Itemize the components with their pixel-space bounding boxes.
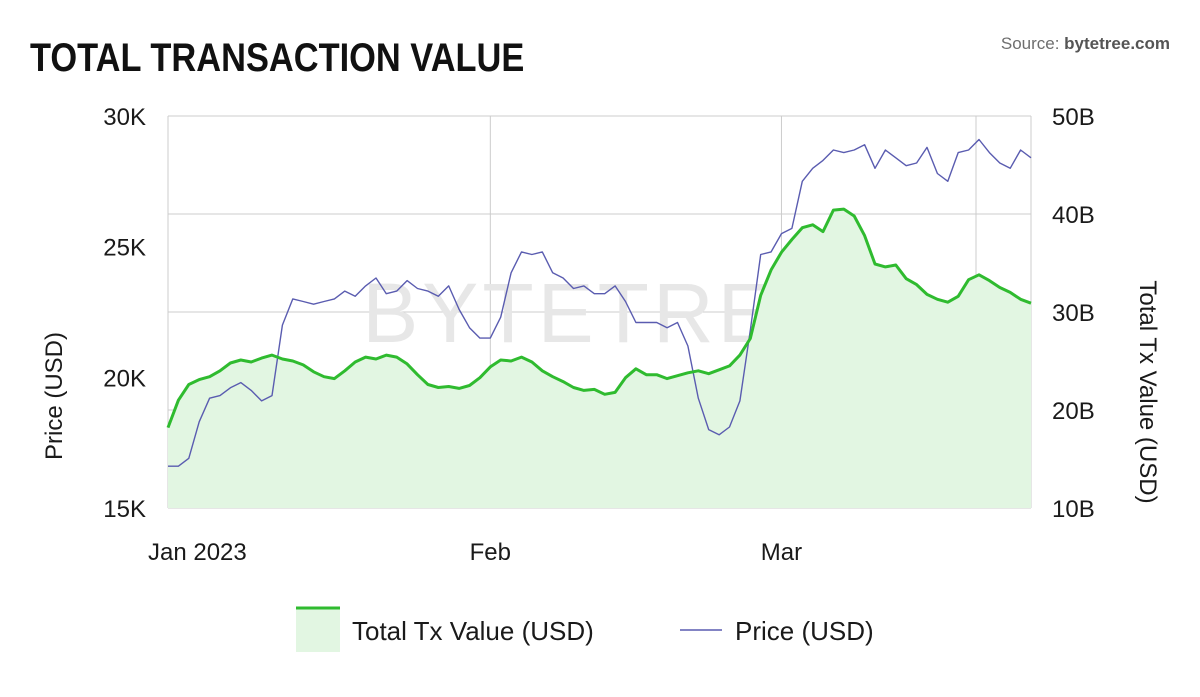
- y-right-axis-title: Total Tx Value (USD): [1134, 280, 1161, 503]
- source-credit: Source: bytetree.com: [1001, 34, 1170, 54]
- source-name: bytetree.com: [1064, 34, 1170, 53]
- series-layer: [166, 138, 1032, 508]
- legend: Total Tx Value (USD) Price (USD): [296, 606, 874, 652]
- x-tick-label: Jan 2023: [148, 539, 247, 566]
- legend-label-price: Price (USD): [735, 616, 874, 646]
- price-line: [168, 138, 1032, 467]
- x-tick-label: Feb: [470, 539, 511, 566]
- y-right-tick-label: 50B: [1052, 104, 1095, 131]
- y-left-tick-label: 20K: [103, 365, 146, 392]
- x-tick-label: Mar: [761, 539, 802, 566]
- source-prefix: Source:: [1000, 34, 1065, 53]
- y-left-tick-label: 15K: [103, 496, 146, 523]
- legend-swatch-tx-fill: [296, 607, 340, 652]
- axis-layer: 15K 20K 25K 30K 10B 20B 30B 40B 50B Jan 2023 Feb Ma…: [41, 104, 1161, 566]
- y-left-axis-title: Price (USD): [41, 332, 68, 460]
- y-right-tick-label: 30B: [1052, 300, 1095, 327]
- tx-value-line: [166, 207, 1032, 429]
- tx-value-area: [168, 209, 1031, 508]
- chart-title: TOTAL TRANSACTION VALUE: [30, 36, 525, 80]
- legend-label-tx: Total Tx Value (USD): [352, 616, 594, 646]
- y-left-tick-label: 30K: [103, 104, 146, 131]
- y-left-tick-label: 25K: [103, 235, 146, 262]
- y-right-tick-label: 40B: [1052, 202, 1095, 229]
- y-right-tick-label: 20B: [1052, 398, 1095, 425]
- y-right-tick-label: 10B: [1052, 496, 1095, 523]
